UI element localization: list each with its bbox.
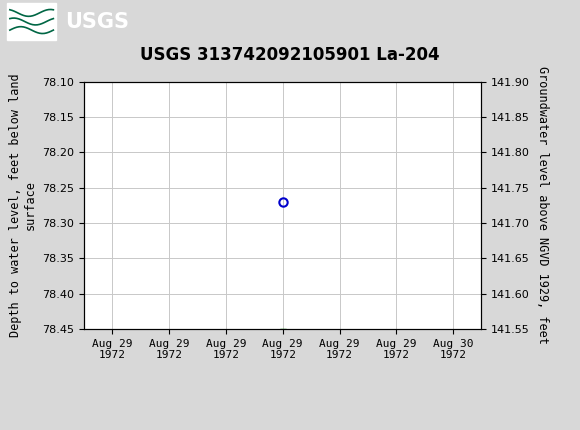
Bar <box>7 3 56 40</box>
Text: USGS 313742092105901 La-204: USGS 313742092105901 La-204 <box>140 46 440 64</box>
Y-axis label: Groundwater level above NGVD 1929, feet: Groundwater level above NGVD 1929, feet <box>535 66 549 344</box>
Text: USGS: USGS <box>65 12 129 31</box>
Y-axis label: Depth to water level, feet below land
surface: Depth to water level, feet below land su… <box>9 74 37 337</box>
Legend: Period of approved data: Period of approved data <box>139 428 363 430</box>
